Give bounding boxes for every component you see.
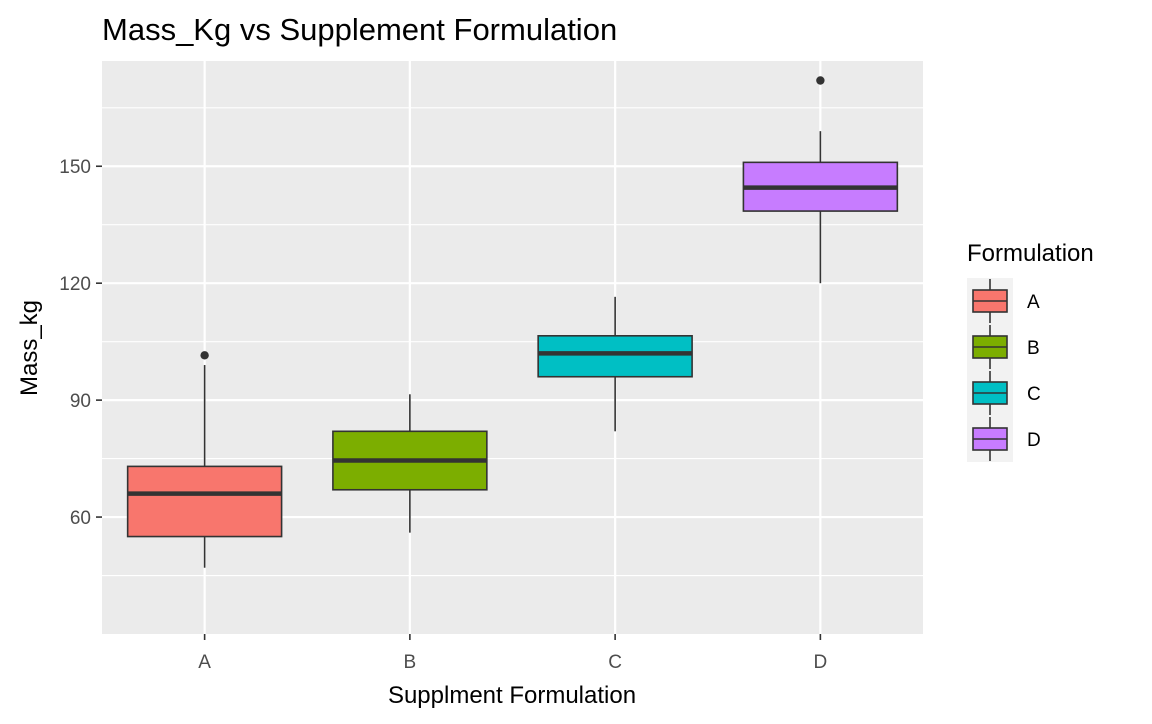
legend-title: Formulation bbox=[967, 240, 1094, 267]
x-axis-title: Supplment Formulation bbox=[388, 682, 636, 709]
box-C bbox=[537, 296, 693, 432]
legend: Formulation A B C D bbox=[967, 240, 1094, 462]
box-body bbox=[126, 465, 283, 538]
y-axis-title: Mass_kg bbox=[16, 300, 43, 396]
y-tick-label: 120 bbox=[59, 274, 91, 295]
box-B bbox=[332, 394, 488, 533]
box-A bbox=[126, 351, 283, 568]
y-tick-label: 150 bbox=[59, 157, 91, 178]
legend-item-C: C bbox=[967, 370, 1041, 416]
legend-item-A: A bbox=[967, 278, 1040, 324]
y-tick-label: 90 bbox=[70, 391, 91, 412]
legend-label: C bbox=[1027, 384, 1041, 405]
x-tick-label: D bbox=[814, 652, 828, 673]
legend-label: B bbox=[1027, 338, 1040, 359]
legend-item-D: D bbox=[967, 416, 1041, 462]
outlier-point bbox=[816, 76, 825, 85]
axes: 60 90 120 150 A B C D bbox=[59, 157, 827, 673]
x-tick-label: C bbox=[608, 652, 622, 673]
box-body bbox=[537, 335, 693, 378]
legend-item-B: B bbox=[967, 324, 1040, 370]
outlier-point bbox=[200, 351, 209, 360]
plot-panel bbox=[102, 61, 923, 634]
legend-label: D bbox=[1027, 430, 1041, 451]
legend-label: A bbox=[1027, 292, 1040, 313]
x-tick-label: B bbox=[404, 652, 417, 673]
x-tick-label: A bbox=[198, 652, 211, 673]
chart-title: Mass_Kg vs Supplement Formulation bbox=[102, 12, 617, 47]
box-D bbox=[742, 76, 899, 284]
boxes bbox=[126, 76, 899, 568]
y-tick-label: 60 bbox=[70, 508, 91, 529]
